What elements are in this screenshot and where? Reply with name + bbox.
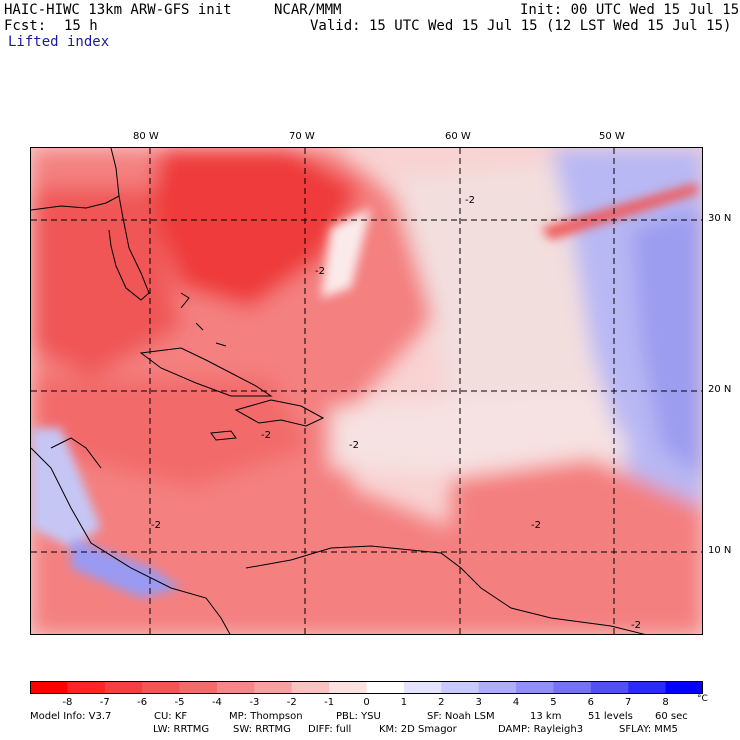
colorbar-swatch (254, 681, 293, 694)
colorbar-swatch (216, 681, 255, 694)
colorbar-tick-label: 1 (400, 697, 408, 708)
colorbar-tick-label: 7 (625, 697, 632, 708)
contour-label: -2 (349, 440, 359, 451)
forecast-hour: 15 h (64, 18, 98, 34)
forecast-label: Fcst: (4, 18, 47, 34)
lifted-index-map: -2 -2 -2 -2 -2 -2 -2 (30, 147, 703, 635)
colorbar-swatch (441, 681, 480, 694)
lon-label-60w: 60 W (445, 131, 471, 142)
colorbar-swatch (179, 681, 218, 694)
contour-label: -2 (465, 195, 475, 206)
colorbar (30, 681, 703, 694)
contour-label: -2 (631, 620, 641, 631)
lon-label-70w: 70 W (289, 131, 315, 142)
lat-label-10n: 10 N (708, 545, 732, 556)
colorbar-tick-label: 3 (475, 697, 482, 708)
colorbar-swatch (67, 681, 106, 694)
colorbar-tick-label: -4 (211, 697, 222, 708)
colorbar-border (30, 681, 703, 694)
contour-label: -2 (531, 520, 541, 531)
field-name: Lifted index (8, 34, 110, 50)
model-info-mp: MP: Thompson (229, 711, 303, 722)
colorbar-swatch (104, 681, 143, 694)
colorbar-tick-label: -3 (249, 697, 260, 708)
colorbar-swatch (628, 681, 667, 694)
lon-label-80w: 80 W (133, 131, 159, 142)
colorbar-tick-label: 2 (438, 697, 445, 708)
colorbar-tick-label: -7 (99, 697, 110, 708)
model-info-levels: 51 levels (588, 711, 633, 722)
colorbar-swatch (366, 681, 405, 694)
map-canvas: -2 -2 -2 -2 -2 -2 -2 (31, 148, 702, 634)
colorbar-tick-label: -2 (286, 697, 297, 708)
model-info-pbl: PBL: YSU (336, 711, 381, 722)
colorbar-tick-label: 8 (662, 697, 669, 708)
model-info-timestep: 60 sec (655, 711, 688, 722)
colorbar-swatch (329, 681, 367, 694)
contour-label: -2 (151, 520, 161, 531)
colorbar-swatch (553, 681, 592, 694)
lat-label-20n: 20 N (708, 384, 732, 395)
model-info-sw: SW: RRTMG (233, 724, 291, 735)
lat-label-30n: 30 N (708, 213, 732, 224)
model-info-resolution: 13 km (530, 711, 562, 722)
colorbar-tick-label: -1 (324, 697, 335, 708)
colorbar-swatch (478, 681, 517, 694)
colorbar-swatch (142, 681, 181, 694)
model-info-lw: LW: RRTMG (153, 724, 210, 735)
colorbar-swatch (665, 681, 703, 694)
model-info-sflay: SFLAY: MM5 (619, 724, 678, 735)
init-time: Init: 00 UTC Wed 15 Jul 15 (520, 2, 740, 18)
colorbar-tick-label: 4 (512, 697, 520, 708)
model-title: HAIC-HIWC 13km ARW-GFS init (4, 2, 232, 18)
colorbar-swatch (291, 681, 330, 694)
lon-label-50w: 50 W (599, 131, 625, 142)
contour-label: -2 (261, 430, 271, 441)
colorbar-swatch (590, 681, 629, 694)
lat-lon-grid (31, 148, 702, 634)
institution-label: NCAR/MMM (274, 2, 342, 18)
model-info-km: KM: 2D Smagor (379, 724, 457, 735)
colorbar-unit: °C (697, 694, 708, 704)
colorbar-tick-label: 6 (587, 697, 595, 708)
model-info-diff: DIFF: full (308, 724, 352, 735)
colorbar-tick-label: 5 (550, 697, 557, 708)
model-info-damp: DAMP: Rayleigh3 (498, 724, 584, 735)
model-info-version: Model Info: V3.7 (30, 711, 112, 722)
contour-label: -2 (315, 266, 325, 277)
colorbar-swatch (30, 681, 68, 694)
colorbar-tick-label: 0 (363, 697, 370, 708)
colorbar-swatch (403, 681, 442, 694)
colorbar-swatch (516, 681, 554, 694)
colorbar-tick-label: -6 (137, 697, 148, 708)
model-info-cu: CU: KF (154, 711, 188, 722)
colorbar-tick-label: -5 (174, 697, 185, 708)
colorbar-tick-label: -8 (62, 697, 73, 708)
model-info-sf: SF: Noah LSM (427, 711, 495, 722)
valid-time: Valid: 15 UTC Wed 15 Jul 15 (12 LST Wed … (310, 18, 732, 34)
